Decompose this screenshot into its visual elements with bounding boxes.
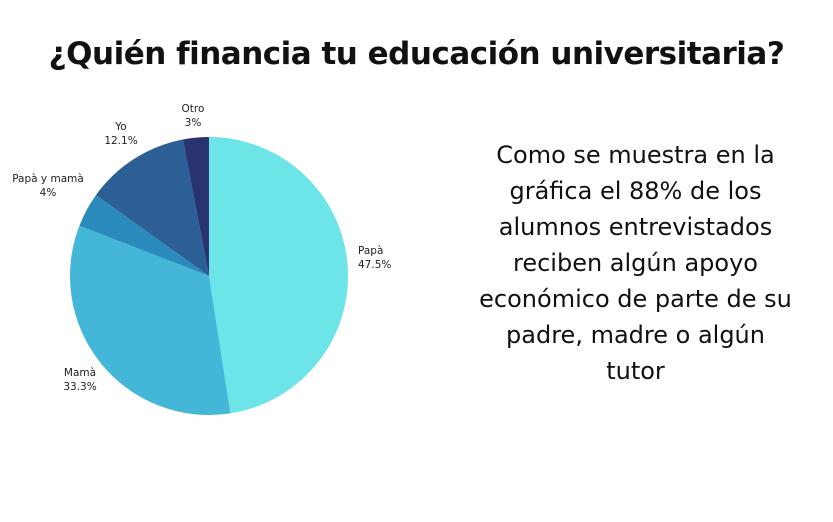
slice-labels: Papà 47.5% Mamà 33.3% Papà y mamà 4% Yo 12.1% Ot… — [12, 103, 391, 393]
slice-value-mama: 33.3% — [63, 381, 96, 393]
slice-label-papa: Papà — [358, 245, 383, 257]
pie-slice-otro — [182, 137, 209, 276]
slice-label-mama: Mamà — [64, 367, 96, 379]
pie-slice-mama — [69, 225, 231, 415]
slice-value-papa: 47.5% — [358, 259, 391, 271]
pie-slice-yo — [95, 139, 209, 276]
pie-slice-papa — [209, 137, 349, 414]
slice-value-papa-y-mama: 4% — [40, 187, 57, 199]
annotation-text: Como se muestra en la gráfica el 88% de … — [479, 141, 792, 385]
slice-label-otro: Otro — [182, 103, 205, 115]
pie-slices — [69, 137, 349, 415]
slice-value-yo: 12.1% — [104, 135, 137, 147]
pie-chart: Papà 47.5% Mamà 33.3% Papà y mamà 4% Yo 12.1% Ot… — [12, 103, 391, 415]
chart-title: ¿Quién financia tu educación universitar… — [48, 36, 785, 72]
slice-label-papa-y-mama: Papà y mamà — [12, 173, 84, 185]
slice-value-otro: 3% — [185, 117, 202, 129]
slice-label-yo: Yo — [114, 121, 126, 133]
pie-slice-papa-y-mama — [79, 195, 209, 276]
